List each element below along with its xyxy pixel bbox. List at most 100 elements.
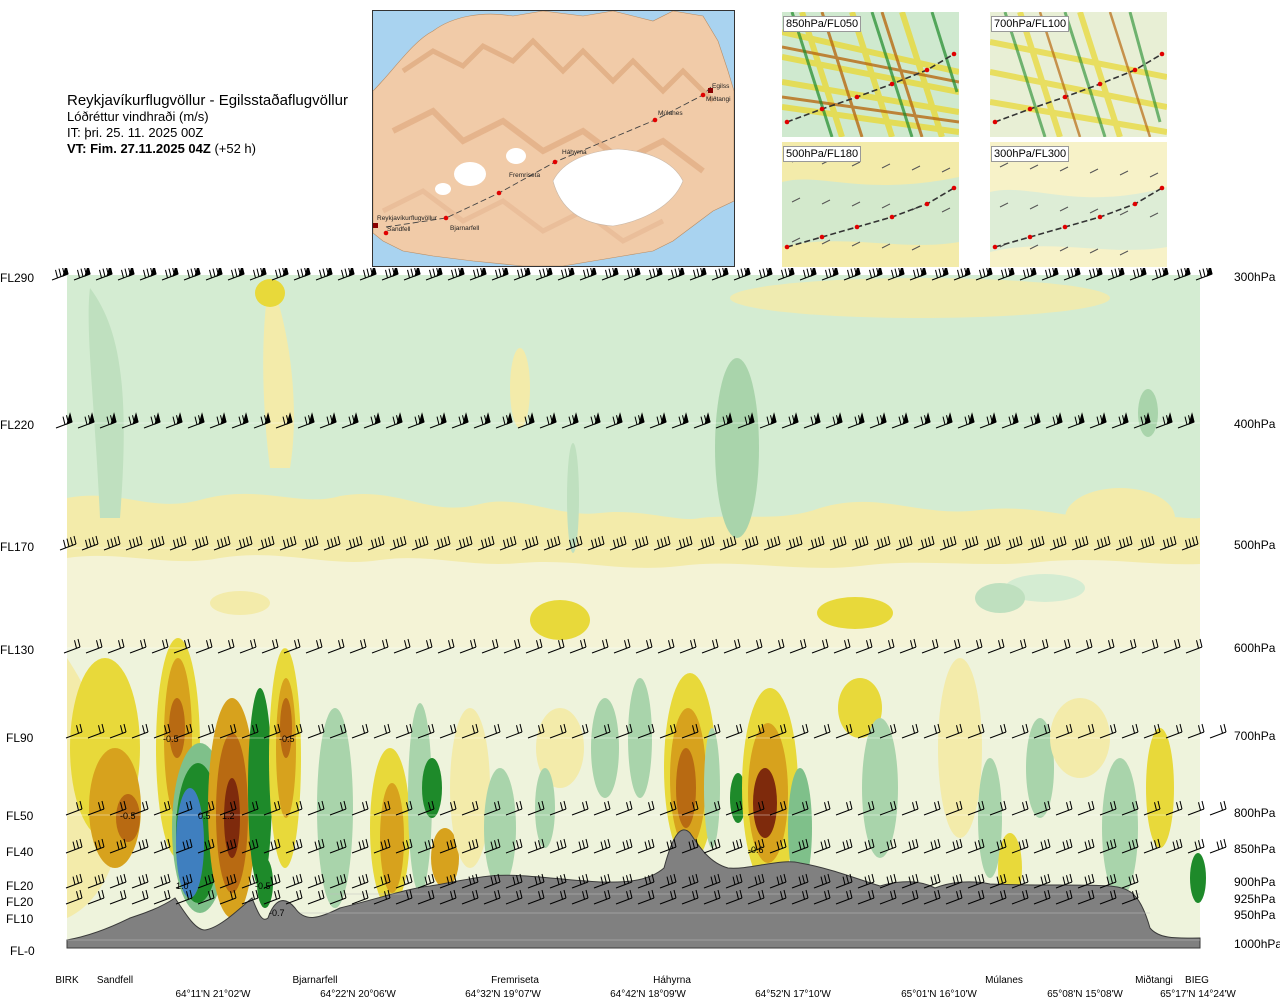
wind-barb <box>161 268 179 281</box>
map-label-bjarnarfell: Bjarnarfell <box>450 225 480 232</box>
wind-barb <box>989 723 1007 739</box>
wind-barb <box>1151 268 1169 281</box>
wind-barb <box>539 412 557 429</box>
wind-barb <box>1011 889 1029 905</box>
route-points <box>373 88 713 236</box>
wind-barb <box>439 873 457 889</box>
wind-barb <box>153 800 171 816</box>
wind-barb <box>461 873 479 889</box>
wind-barb <box>901 838 919 854</box>
fl-label: FL170 <box>0 540 35 554</box>
wind-barb <box>887 268 905 281</box>
coord-label: 64°42'N 18°09'W <box>610 989 686 1000</box>
wind-barb <box>1141 638 1159 654</box>
wind-barb <box>1129 268 1147 281</box>
wind-barb <box>491 268 509 281</box>
wind-barb <box>85 638 103 654</box>
wind-barb <box>747 838 765 854</box>
wind-barb <box>395 723 413 739</box>
overview-map-svg: Reykjavíkurflugvöllur Sandfell Bjarnarfe… <box>373 11 734 266</box>
wind-barb <box>855 638 873 654</box>
wind-barb <box>769 873 787 889</box>
waypoint-label: Fremriseta <box>491 975 539 986</box>
wind-barb <box>873 535 891 551</box>
wind-barb <box>879 873 897 889</box>
wind-barb <box>571 873 589 889</box>
wind-barb <box>945 873 963 889</box>
wind-barb <box>571 723 589 739</box>
wind-barb <box>615 838 633 854</box>
wind-barb <box>517 412 535 429</box>
wind-barb <box>1165 838 1183 854</box>
wind-barb <box>1071 535 1089 551</box>
wind-barb <box>219 889 237 905</box>
wind-barb <box>593 889 611 905</box>
wind-barb <box>131 838 149 854</box>
wind-barb <box>1165 800 1183 816</box>
wind-barb <box>667 268 685 281</box>
wind-barb <box>477 535 495 551</box>
wind-barb <box>1133 412 1151 429</box>
wind-barb <box>967 838 985 854</box>
wind-barb <box>637 873 655 889</box>
wind-barb <box>173 638 191 654</box>
wind-barb <box>591 638 609 654</box>
wind-barb <box>899 638 917 654</box>
wind-barb <box>983 535 1001 551</box>
wind-barb <box>381 268 399 281</box>
wind-barb <box>1121 889 1139 905</box>
wind-barb <box>55 412 73 429</box>
wind-barb <box>923 873 941 889</box>
wind-barb <box>505 889 523 905</box>
route-title: Reykjavíkurflugvöllur - Egilsstaðaflugvö… <box>67 92 348 109</box>
wind-barb <box>535 268 553 281</box>
wind-barb <box>833 638 851 654</box>
wind-barb <box>1033 723 1051 739</box>
wind-barb <box>239 638 257 654</box>
wind-barb <box>869 412 887 429</box>
wind-barb <box>1119 638 1137 654</box>
wind-barb <box>461 889 479 905</box>
wind-barb <box>791 800 809 816</box>
wind-barb <box>967 800 985 816</box>
wind-barb <box>659 873 677 889</box>
wind-barb <box>741 535 759 551</box>
wind-barb <box>723 638 741 654</box>
wind-barb <box>1005 535 1023 551</box>
wind-barb <box>1099 873 1117 889</box>
wind-barb <box>895 535 913 551</box>
wind-barb <box>1121 873 1139 889</box>
wind-barb <box>263 800 281 816</box>
wind-barb <box>615 800 633 816</box>
wind-barb <box>385 412 403 429</box>
wind-barb <box>1137 535 1155 551</box>
wind-barb <box>319 412 337 429</box>
wind-barb <box>191 535 209 551</box>
wind-barb <box>87 723 105 739</box>
wind-barb <box>681 889 699 905</box>
wind-barb <box>351 800 369 816</box>
pressure-label: 700hPa <box>1234 729 1276 743</box>
wind-barb <box>953 268 971 281</box>
wind-barb <box>659 723 677 739</box>
wind-barb <box>527 838 545 854</box>
fl-label: FL-0 <box>10 944 35 958</box>
wind-barb <box>1099 889 1117 905</box>
wind-barb <box>857 889 875 905</box>
wind-barb <box>923 889 941 905</box>
wind-barb <box>153 723 171 739</box>
wind-barb <box>631 535 649 551</box>
wind-barb <box>1115 535 1133 551</box>
wind-barb <box>513 268 531 281</box>
fl-label: FL290 <box>0 271 35 285</box>
wind-barb <box>307 838 325 854</box>
wind-barb <box>913 412 931 429</box>
wind-barb <box>659 800 677 816</box>
wind-barb <box>373 873 391 889</box>
wind-barb <box>351 723 369 739</box>
inset-500-svg <box>782 142 959 267</box>
wind-barb <box>637 838 655 854</box>
wind-barb <box>593 723 611 739</box>
wind-barb <box>329 873 347 889</box>
wind-barb <box>615 723 633 739</box>
